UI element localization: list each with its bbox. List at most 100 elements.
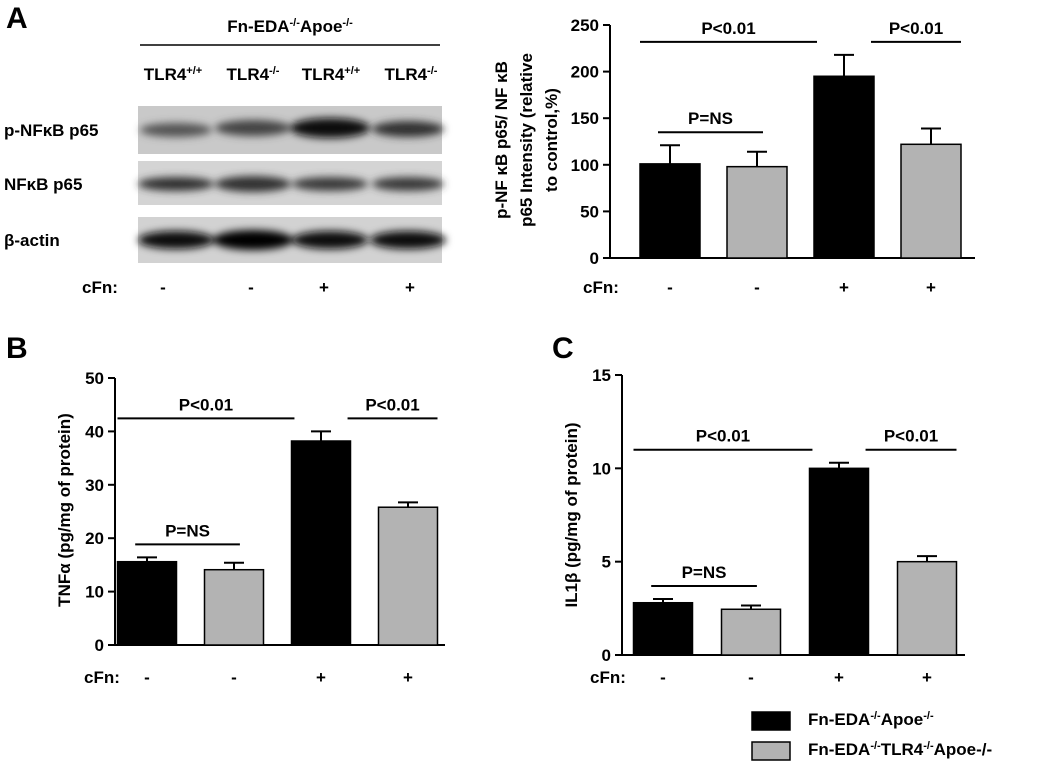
x-axis-label: cFn:: [84, 668, 120, 687]
text-part: -/-: [269, 65, 280, 77]
text-part: -/-: [923, 740, 934, 752]
significance-label: P<0.01: [365, 395, 419, 414]
significance-label: P=NS: [165, 521, 210, 540]
treatment-label: cFn:: [82, 278, 118, 297]
x-tick-label: +: [316, 668, 326, 687]
y-tick-label: 20: [85, 529, 104, 548]
x-tick-label: -: [667, 278, 673, 297]
treatment-value: +: [405, 278, 415, 297]
y-tick-label: 15: [592, 366, 611, 385]
bar: [813, 75, 875, 259]
y-tick-label: 50: [580, 202, 599, 221]
x-tick-label: +: [403, 668, 413, 687]
y-tick-label: 0: [590, 249, 599, 268]
text-part: -/-: [870, 740, 881, 752]
text-part: TLR4: [881, 740, 924, 759]
x-tick-label: +: [834, 668, 844, 687]
bar: [639, 163, 701, 259]
treatment-value: +: [319, 278, 329, 297]
legend-swatch: [751, 741, 791, 761]
bar: [632, 601, 694, 656]
bar: [896, 560, 958, 656]
x-tick-label: -: [748, 668, 754, 687]
panel-label: C: [552, 332, 574, 365]
y-tick-label: 150: [571, 109, 599, 128]
y-tick-label: 10: [85, 583, 104, 602]
treatment-value: -: [160, 278, 166, 297]
lane-label: TLR4+/+: [302, 65, 360, 84]
text-part: Apoe-/-: [934, 740, 993, 759]
blot-row-label: NFκB p65: [4, 175, 82, 194]
panel-label: B: [6, 332, 28, 365]
text-part: -/-: [923, 710, 934, 722]
y-tick-label: 50: [85, 369, 104, 388]
text-part: -/-: [342, 17, 353, 29]
text-part: Fn-EDA: [227, 17, 289, 36]
text-part: TLR4: [385, 65, 428, 84]
x-tick-label: +: [839, 278, 849, 297]
x-tick-label: -: [144, 668, 150, 687]
text-part: TLR4: [227, 65, 270, 84]
text-part: Fn-EDA: [808, 740, 870, 759]
blot-header: Fn-EDA-/-Apoe-/-: [227, 17, 353, 36]
text-part: TLR4: [302, 65, 345, 84]
y-tick-label: 5: [602, 553, 611, 572]
lane-label: TLR4-/-: [227, 65, 280, 84]
bar: [377, 506, 439, 646]
text-part: +/+: [344, 65, 360, 77]
lane-label: TLR4-/-: [385, 65, 438, 84]
text-part: Apoe: [881, 710, 924, 729]
text-part: +/+: [186, 65, 202, 77]
significance-label: P<0.01: [884, 427, 938, 446]
bar: [726, 165, 788, 259]
y-tick-label: 0: [95, 636, 104, 655]
bar: [720, 608, 782, 656]
significance-label: P=NS: [682, 563, 727, 582]
legend-label: Fn-EDA-/-Apoe-/-: [808, 710, 934, 729]
significance-label: P<0.01: [701, 19, 755, 38]
text-part: -/-: [290, 17, 301, 29]
y-axis-label: IL1β (pg/mg of protein): [562, 422, 581, 607]
x-tick-label: -: [754, 278, 760, 297]
legend-label: Fn-EDA-/-TLR4-/-Apoe-/-: [808, 740, 992, 759]
y-tick-label: 0: [602, 646, 611, 665]
panel-label: A: [6, 2, 28, 35]
text-part: Apoe: [300, 17, 343, 36]
y-axis-label: to control,%): [542, 88, 561, 192]
blot-row-label: p-NFκB p65: [4, 121, 98, 140]
y-tick-label: 40: [85, 422, 104, 441]
y-tick-label: 100: [571, 156, 599, 175]
y-tick-label: 10: [592, 459, 611, 478]
blot-bands: [138, 118, 446, 250]
bar: [203, 568, 265, 646]
y-axis-label: p-NF κB p65/ NF κB: [492, 61, 511, 219]
y-tick-label: 200: [571, 63, 599, 82]
y-tick-label: 250: [571, 16, 599, 35]
significance-label: P<0.01: [179, 395, 233, 414]
x-axis-label: cFn:: [590, 668, 626, 687]
bar: [900, 143, 962, 259]
text-part: -/-: [427, 65, 438, 77]
x-tick-label: +: [922, 668, 932, 687]
x-axis-label: cFn:: [583, 278, 619, 297]
y-axis-label: p65 Intensity (relative: [517, 53, 536, 227]
x-tick-label: -: [660, 668, 666, 687]
bar: [290, 440, 352, 646]
significance-label: P<0.01: [696, 427, 750, 446]
bar: [116, 560, 178, 646]
blot-row-label: β-actin: [4, 231, 60, 250]
y-axis-label: TNFα (pg/mg of protein): [55, 413, 74, 607]
text-part: TLR4: [144, 65, 187, 84]
lane-label: TLR4+/+: [144, 65, 202, 84]
x-tick-label: +: [926, 278, 936, 297]
significance-label: P=NS: [688, 109, 733, 128]
y-tick-label: 30: [85, 476, 104, 495]
significance-label: P<0.01: [889, 19, 943, 38]
text-part: Fn-EDA: [808, 710, 870, 729]
legend-swatch: [751, 711, 791, 731]
treatment-value: -: [248, 278, 254, 297]
x-tick-label: -: [231, 668, 237, 687]
text-part: -/-: [870, 710, 881, 722]
bar: [808, 467, 870, 656]
